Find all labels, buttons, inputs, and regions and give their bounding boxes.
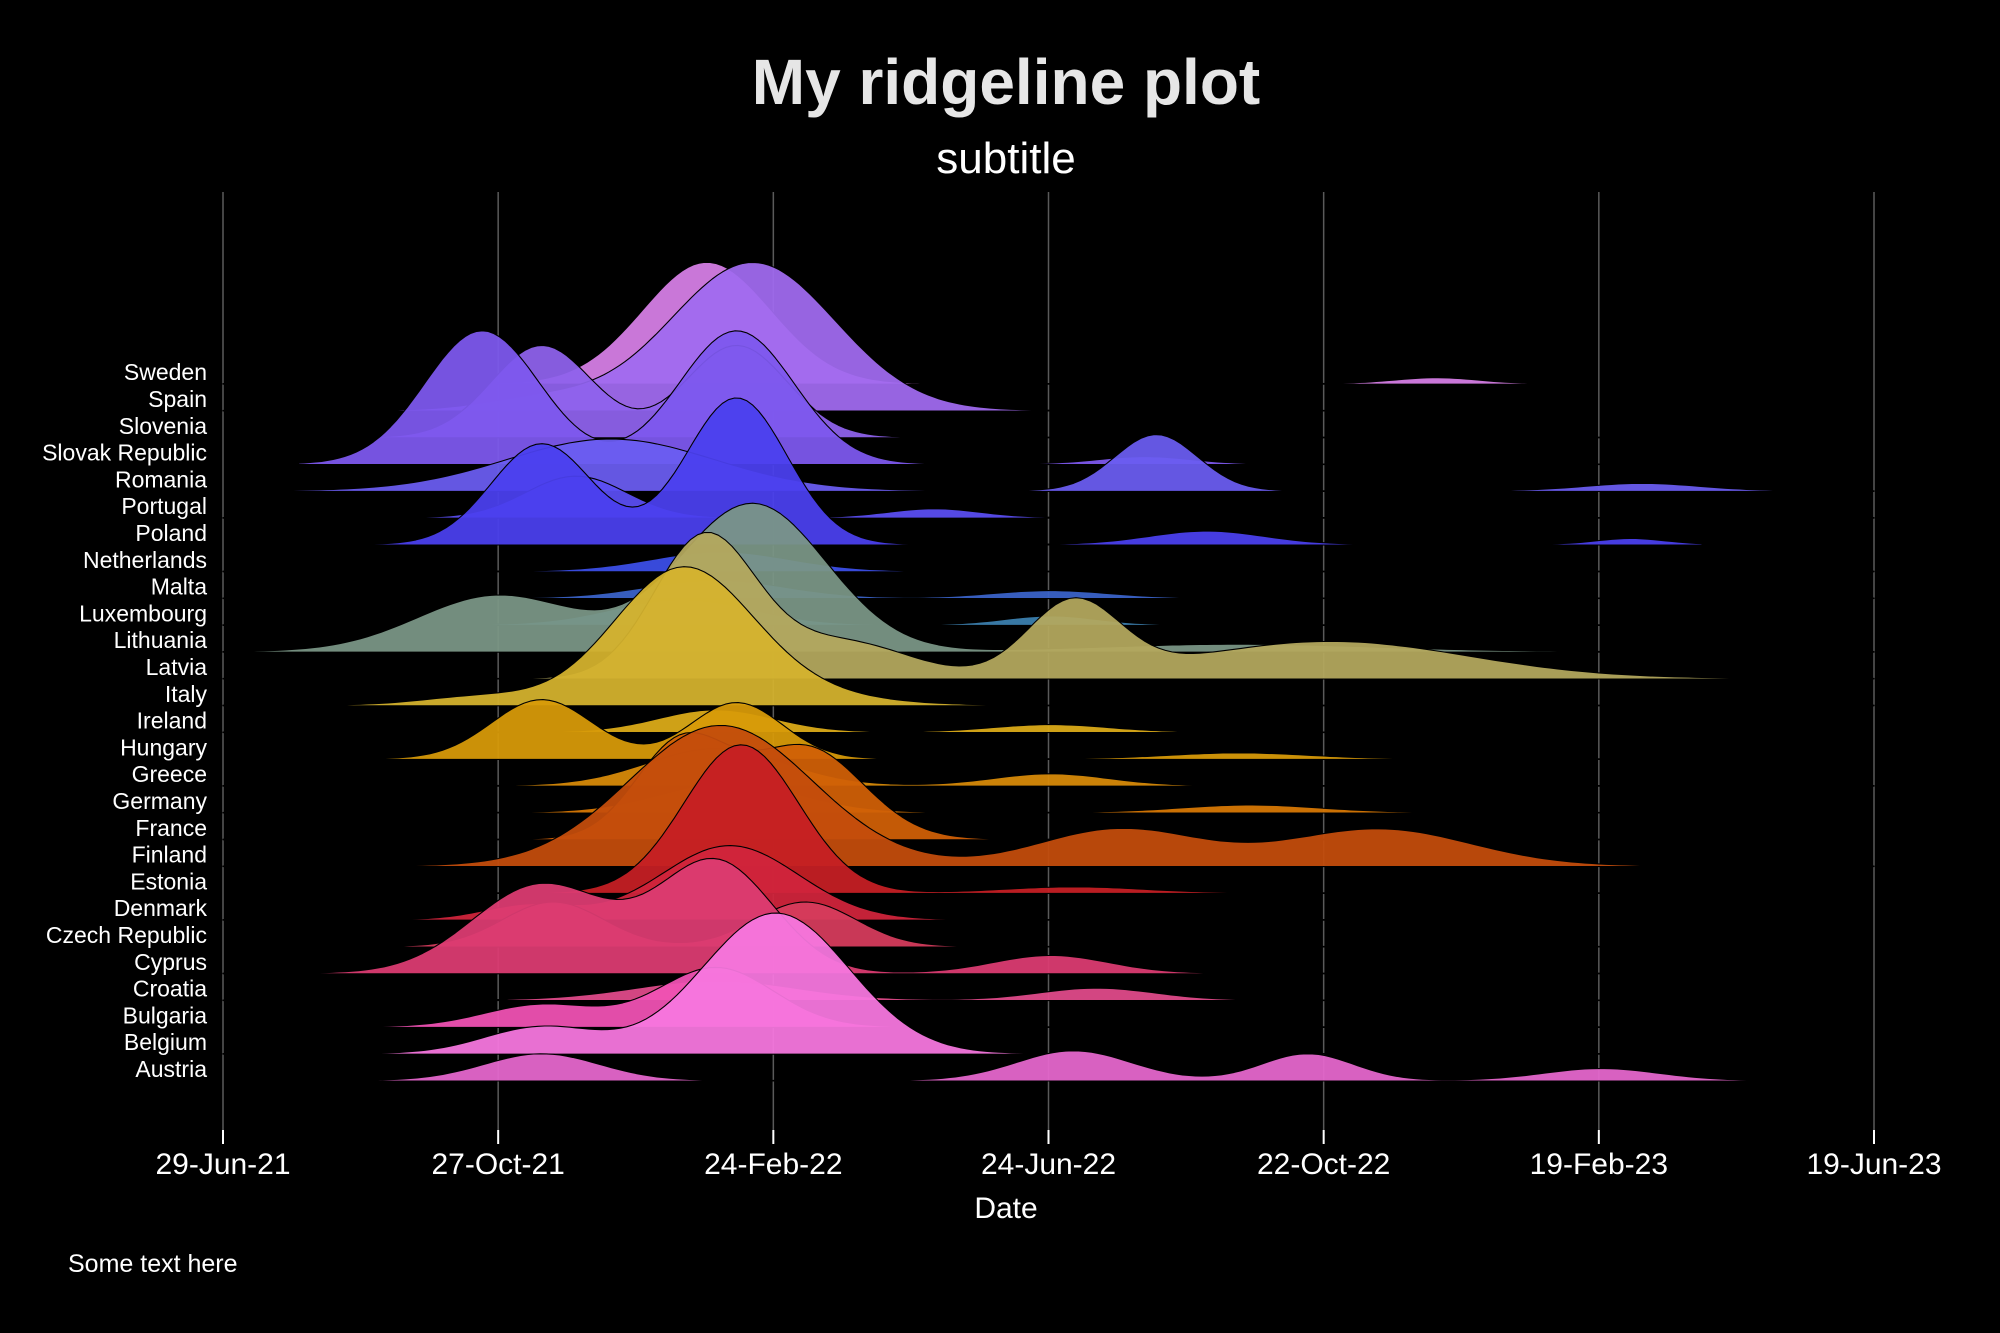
- y-tick-label: Bulgaria: [123, 1002, 208, 1028]
- ridge-estonia: [259, 744, 1703, 894]
- y-tick-label: Germany: [112, 788, 207, 814]
- ridge-italy: [222, 566, 1875, 707]
- chart-caption: Some text here: [68, 1250, 238, 1278]
- y-tick-label: Cyprus: [134, 949, 207, 975]
- y-tick-label: Czech Republic: [46, 922, 207, 948]
- y-tick-label: Estonia: [130, 868, 207, 894]
- ridge-belgium: [222, 912, 1737, 1055]
- y-tick-label: Latvia: [146, 654, 208, 680]
- y-tick-label: Malta: [151, 574, 207, 600]
- ridge-bulgaria: [259, 966, 1737, 1028]
- x-tick-label: 29-Jun-21: [155, 1148, 290, 1181]
- x-tick-label: 19-Feb-23: [1530, 1148, 1668, 1181]
- x-tick-label: 27-Oct-21: [431, 1148, 564, 1181]
- x-tick-label: 24-Feb-22: [704, 1148, 842, 1181]
- ridge-croatia: [222, 980, 1772, 1002]
- x-axis-title: Date: [974, 1192, 1037, 1225]
- y-tick-label: Greece: [132, 761, 207, 787]
- ridge-finland: [222, 724, 1875, 868]
- y-tick-label: Belgium: [124, 1029, 207, 1055]
- y-tick-label: Italy: [165, 681, 208, 707]
- ridges: [222, 261, 1875, 1082]
- ridge-slovak-republic: [298, 330, 1678, 466]
- y-tick-label: Slovenia: [119, 413, 207, 439]
- y-tick-label: Sweden: [124, 359, 207, 385]
- y-tick-label: Portugal: [121, 493, 207, 519]
- chart-subtitle: subtitle: [936, 134, 1075, 183]
- y-tick-label: Ireland: [137, 708, 207, 734]
- x-axis: 29-Jun-21 27-Oct-21 24-Feb-22 24-Jun-22 22-O…: [155, 1130, 1942, 1181]
- ridge-denmark: [222, 845, 1520, 921]
- ridge-ireland: [222, 709, 1497, 734]
- y-tick-label: Netherlands: [83, 547, 207, 573]
- x-tick-label: 22-Oct-22: [1257, 1148, 1390, 1181]
- y-tick-label: Finland: [132, 842, 207, 868]
- y-tick-label: Luxembourg: [79, 600, 207, 626]
- chart-title: My ridgeline plot: [752, 46, 1260, 118]
- y-tick-label: Spain: [148, 386, 207, 412]
- y-tick-label: Slovak Republic: [42, 440, 207, 466]
- x-tick-label: 19-Jun-23: [1806, 1148, 1941, 1181]
- y-tick-label: Austria: [135, 1056, 207, 1082]
- y-tick-label: Poland: [135, 520, 207, 546]
- x-tick-label: 24-Jun-22: [981, 1148, 1116, 1181]
- ridge-germany: [222, 782, 1703, 814]
- y-tick-label: Denmark: [114, 895, 208, 921]
- y-tick-label: Croatia: [133, 976, 207, 1002]
- y-tick-label: Lithuania: [114, 627, 208, 653]
- ridge-hungary: [259, 699, 1772, 760]
- y-tick-label: Hungary: [120, 734, 207, 760]
- ridge-austria: [247, 1050, 1806, 1082]
- y-tick-label: Romania: [115, 466, 207, 492]
- ridge-netherlands: [222, 551, 1875, 573]
- y-tick-label: France: [135, 815, 207, 841]
- ridge-poland: [259, 397, 1703, 546]
- ridge-cyprus: [222, 857, 1772, 975]
